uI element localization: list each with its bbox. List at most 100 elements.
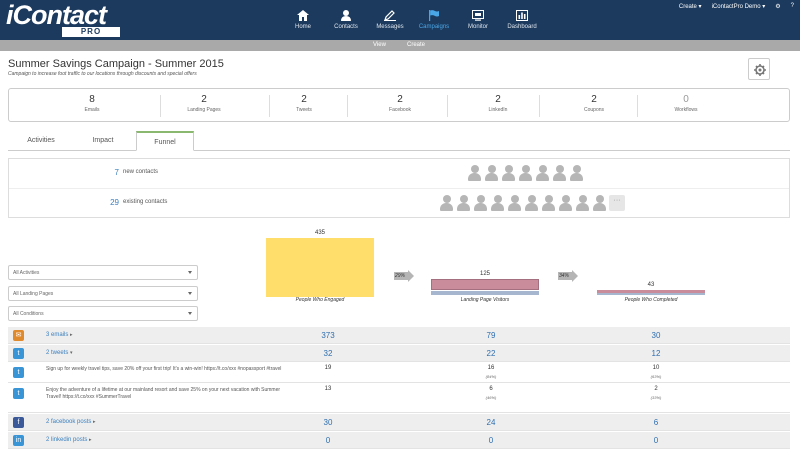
person-icon[interactable] [501, 165, 516, 181]
campaign-settings-button[interactable] [748, 58, 770, 80]
completed-count: 43 [647, 282, 655, 288]
nav-contacts[interactable]: Contacts [324, 0, 368, 40]
more-contacts-button[interactable]: ··· [609, 195, 625, 211]
conversion-arrow-1: 29% [394, 270, 414, 282]
facebook-completed: 6 [653, 418, 659, 427]
tab-activities[interactable]: Activities [27, 137, 55, 144]
stat-emails[interactable]: 8 Emails [37, 94, 147, 113]
contacts-icon [341, 10, 351, 21]
stat-workflows[interactable]: 0 Workflows [631, 94, 741, 113]
stat-value: 2 [397, 94, 403, 105]
nav-dashboard[interactable]: Dashboard [500, 0, 544, 40]
divider [637, 95, 638, 117]
person-icon[interactable] [535, 165, 550, 181]
account-menu[interactable]: iContactPro Demo ▾ [711, 3, 766, 10]
person-icon[interactable] [456, 195, 471, 211]
stat-tweets[interactable]: 2 Tweets [249, 94, 359, 113]
tweet-2-completed: 2 [654, 386, 658, 392]
person-icon[interactable] [552, 165, 567, 181]
nav-campaigns[interactable]: Campaigns [412, 0, 456, 40]
create-menu[interactable]: Create ▾ [678, 3, 702, 10]
tweets-label: 2 tweets [46, 350, 69, 356]
twitter-icon: t [13, 388, 24, 399]
table-row: ✉ 3 emails ▸ 373 79 30 [8, 327, 790, 344]
engaged-bar[interactable] [266, 238, 374, 297]
activities-filter[interactable]: All Activities [8, 265, 198, 280]
person-icon[interactable] [490, 195, 505, 211]
nav-label: Campaigns [418, 24, 450, 30]
person-icon[interactable] [569, 165, 584, 181]
landing-pages-filter-value: All Landing Pages [13, 291, 54, 297]
stat-linkedin[interactable]: 2 LinkedIn [443, 94, 553, 113]
tweet-1-text[interactable]: Sign up for weekly travel tips, save 20%… [46, 366, 282, 372]
linkedin-completed: 0 [653, 436, 659, 445]
stat-coupons[interactable]: 2 Coupons [539, 94, 649, 113]
conversion-arrow-2: 34% [558, 270, 578, 282]
divider [539, 95, 540, 117]
new-contacts-avatars [467, 165, 584, 181]
activities-filter-value: All Activities [13, 270, 40, 276]
visitors-label: Landing Page Visitors [460, 297, 510, 303]
completed-bar[interactable] [597, 290, 705, 293]
new-contacts-count[interactable]: 7 [114, 168, 119, 177]
person-icon[interactable] [473, 195, 488, 211]
person-icon[interactable] [558, 195, 573, 211]
tweet-1-visitors-pct: (84%) [485, 374, 497, 379]
tab-funnel[interactable]: Funnel [136, 131, 194, 151]
top-navbar: iContact PRO Home Contacts Messages Camp… [0, 0, 800, 40]
emails-completed: 30 [651, 331, 661, 340]
person-icon[interactable] [575, 195, 590, 211]
person-icon[interactable] [439, 195, 454, 211]
person-icon[interactable] [467, 165, 482, 181]
stat-value: 2 [495, 94, 501, 105]
gear-icon [754, 64, 766, 76]
person-icon[interactable] [507, 195, 522, 211]
logo[interactable]: iContact PRO [6, 0, 122, 37]
tab-impact[interactable]: Impact [92, 137, 114, 144]
tweets-toggle[interactable]: 2 tweets ▾ [46, 350, 73, 356]
stat-label: Workflows [674, 107, 698, 113]
nav-label: Contacts [334, 24, 358, 30]
divider [269, 95, 270, 117]
person-icon[interactable] [524, 195, 539, 211]
emails-engaged: 373 [321, 331, 335, 340]
person-icon[interactable] [484, 165, 499, 181]
nav-label: Monitor [467, 24, 488, 30]
settings-icon[interactable]: ⚙ [775, 3, 781, 10]
tweet-2-completed-pct: (33%) [650, 395, 662, 400]
conditions-filter[interactable]: All Conditions [8, 306, 198, 321]
help-icon[interactable]: ? [790, 3, 794, 9]
landing-pages-filter[interactable]: All Landing Pages [8, 286, 198, 301]
divider [160, 95, 161, 117]
new-contacts-row: 7 new contacts [9, 159, 789, 187]
facebook-icon: f [13, 417, 24, 428]
nav-home[interactable]: Home [282, 0, 324, 40]
visitors-bar[interactable] [431, 279, 539, 290]
stat-facebook[interactable]: 2 Facebook [345, 94, 455, 113]
subnav-view[interactable]: View [373, 42, 386, 48]
emails-toggle[interactable]: 3 emails ▸ [46, 332, 73, 338]
main-nav: Home Contacts Messages Campaigns Monitor… [282, 0, 544, 40]
nav-messages[interactable]: Messages [368, 0, 412, 40]
facebook-toggle[interactable]: 2 facebook posts ▸ [46, 419, 96, 425]
flag-icon [429, 10, 439, 21]
stat-label: Landing Pages [187, 107, 221, 113]
stat-landing-pages[interactable]: 2 Landing Pages [149, 94, 259, 113]
nav-monitor[interactable]: Monitor [456, 0, 500, 40]
existing-contacts-count[interactable]: 29 [110, 198, 119, 207]
person-icon[interactable] [541, 195, 556, 211]
person-icon[interactable] [592, 195, 607, 211]
twitter-icon: t [13, 367, 24, 378]
chevron-down-icon [188, 292, 192, 295]
tweet-2-text[interactable]: Enjoy the adventure of a lifetime at our… [46, 387, 281, 400]
chevron-down-icon [188, 312, 192, 315]
facebook-visitors: 24 [486, 418, 496, 427]
tweet-2-engaged: 13 [324, 386, 332, 392]
tweet-2-visitors-pct: (46%) [485, 395, 497, 400]
existing-contacts-row: 29 existing contacts ··· [9, 188, 789, 216]
person-icon[interactable] [518, 165, 533, 181]
subnav-create[interactable]: Create [407, 42, 426, 48]
linkedin-visitors: 0 [488, 436, 494, 445]
stat-label: Emails [84, 107, 100, 113]
table-row: t Sign up for weekly travel tips, save 2… [8, 363, 790, 383]
